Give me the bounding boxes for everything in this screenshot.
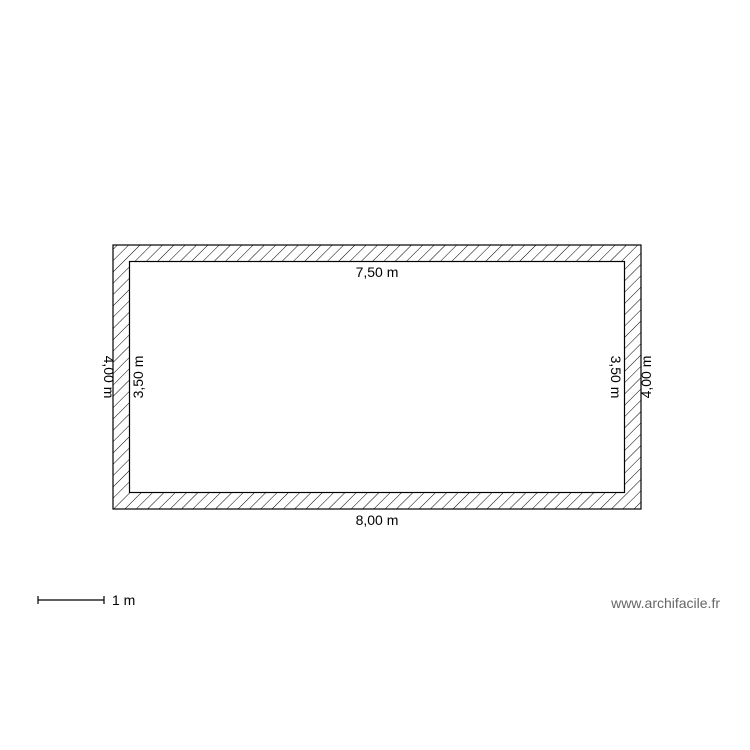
dim-bottom-outer: 8,00 m <box>356 512 399 528</box>
dim-left-inner: 3,50 m <box>130 356 146 399</box>
credit-text: www.archifacile.fr <box>610 595 720 611</box>
outer-wall <box>113 245 641 509</box>
dim-right-inner: 3,50 m <box>608 356 624 399</box>
wall-hatched <box>113 245 641 509</box>
scale-bar-label: 1 m <box>112 592 135 608</box>
floorplan-canvas: 8,00 m 7,50 m 7,50 m 8,00 m 4,00 m 3,50 … <box>0 0 750 750</box>
dim-top-inner: 7,50 m <box>356 264 399 280</box>
dim-left-outer: 4,00 m <box>101 356 117 399</box>
inner-wall <box>130 262 625 493</box>
dim-right-outer: 4,00 m <box>638 356 654 399</box>
scale-bar: 1 m <box>38 592 135 608</box>
